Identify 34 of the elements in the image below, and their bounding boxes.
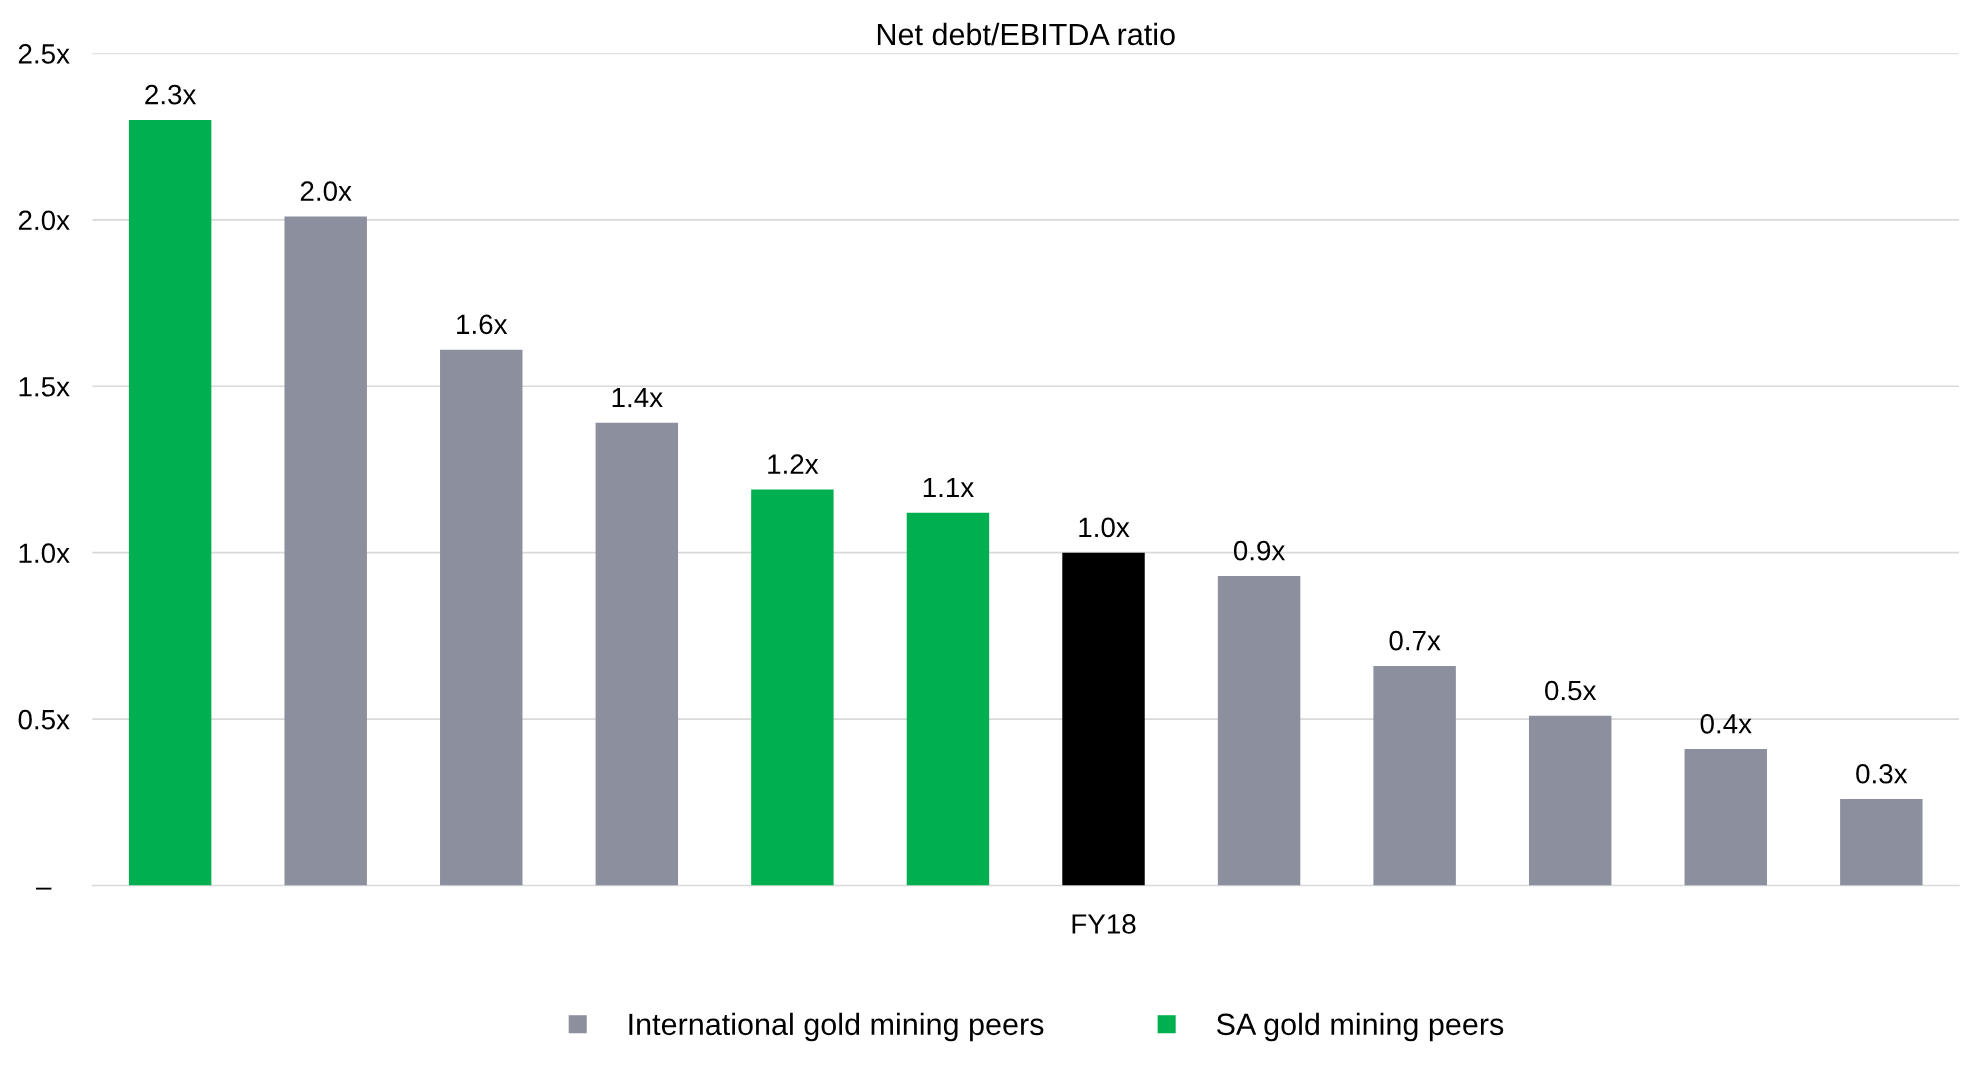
bar xyxy=(1528,715,1612,886)
data-label: 0.9x xyxy=(1233,540,1286,561)
data-label: 1.0x xyxy=(1079,517,1130,538)
data-label: 0.4x xyxy=(1700,713,1752,734)
data-label: 0.5x xyxy=(1545,680,1597,701)
y-tick-label: 2.5x xyxy=(18,44,70,64)
bar xyxy=(128,119,212,886)
bar xyxy=(284,216,367,886)
y-tick-label: 2.0x xyxy=(18,210,70,231)
data-label: 0.7x xyxy=(1389,630,1441,651)
x-tick-label: FY18 xyxy=(1072,914,1136,934)
data-label: 1.1x xyxy=(923,477,974,498)
data-label: 2.0x xyxy=(300,181,352,201)
data-label: 1.4x xyxy=(612,388,663,408)
y-tick-label: – xyxy=(36,887,52,890)
bar xyxy=(595,422,679,886)
bar xyxy=(1840,799,1923,886)
y-tick-label: 1.0x xyxy=(19,543,70,564)
data-label: 1.2x xyxy=(768,454,819,474)
data-label: 2.3x xyxy=(145,84,197,105)
bar xyxy=(1062,552,1145,886)
bar xyxy=(1373,665,1456,886)
bar xyxy=(1217,576,1301,886)
legend-label: SA gold mining peers xyxy=(1216,1012,1504,1042)
data-label: 0.3x xyxy=(1856,763,1908,784)
bar xyxy=(906,512,990,886)
data-label: 1.6x xyxy=(457,314,508,335)
bar xyxy=(1684,749,1767,886)
y-tick-label: 1.5x xyxy=(19,377,70,397)
bar xyxy=(751,489,834,886)
y-tick-label: 0.5x xyxy=(18,709,70,730)
chart-title: Net debt/EBITDA ratio xyxy=(877,22,1175,46)
bar xyxy=(440,349,523,886)
legend-label: International gold mining peers xyxy=(629,1012,1044,1042)
